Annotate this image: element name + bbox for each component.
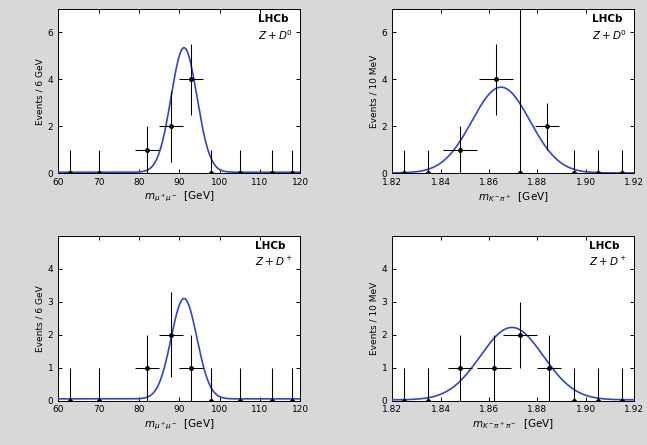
Text: LHCb
$Z + D^+$: LHCb $Z + D^+$ [589, 241, 627, 268]
X-axis label: $m_{K^-\pi^+}$  [GeV]: $m_{K^-\pi^+}$ [GeV] [477, 190, 549, 204]
X-axis label: $m_{\mu^+\mu^-}$  [GeV]: $m_{\mu^+\mu^-}$ [GeV] [144, 190, 215, 204]
Y-axis label: Events / 10 MeV: Events / 10 MeV [369, 55, 378, 128]
Text: LHCb
$Z + D^0$: LHCb $Z + D^0$ [592, 14, 627, 42]
Y-axis label: Events / 10 MeV: Events / 10 MeV [369, 282, 378, 355]
Text: LHCb
$Z + D^+$: LHCb $Z + D^+$ [256, 241, 293, 268]
Y-axis label: Events / 6 GeV: Events / 6 GeV [36, 58, 45, 125]
Y-axis label: Events / 6 GeV: Events / 6 GeV [36, 285, 45, 352]
Text: LHCb
$Z + D^0$: LHCb $Z + D^0$ [258, 14, 293, 42]
X-axis label: $m_{K^-\pi^+\pi^-}$  [GeV]: $m_{K^-\pi^+\pi^-}$ [GeV] [472, 417, 554, 431]
X-axis label: $m_{\mu^+\mu^-}$  [GeV]: $m_{\mu^+\mu^-}$ [GeV] [144, 417, 215, 432]
